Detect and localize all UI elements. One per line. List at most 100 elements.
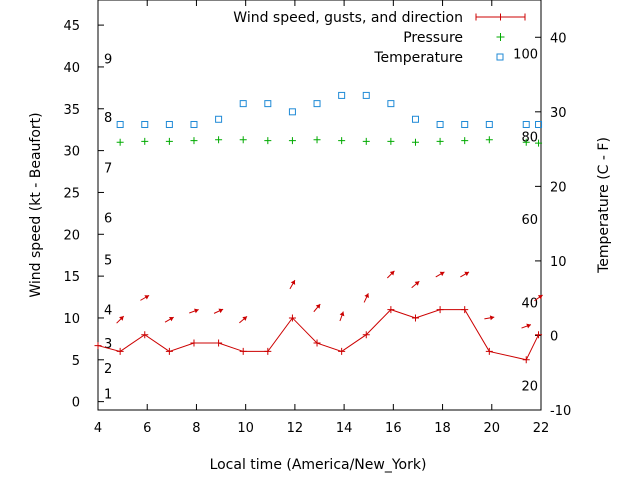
legend-label-temperature: Temperature	[373, 50, 463, 66]
y-left-tick-label: 45	[63, 19, 80, 34]
y-axis-left-label: Wind speed (kt - Beaufort)	[28, 112, 44, 297]
wind-speed-point	[313, 339, 321, 347]
wind-arrow	[460, 271, 470, 278]
temperature-point	[436, 120, 444, 128]
y-left-tick-label: 20	[63, 228, 80, 243]
wind-arrow	[116, 315, 125, 324]
legend-label-wind: Wind speed, gusts, and direction	[233, 10, 463, 26]
legend-label-pressure: Pressure	[403, 30, 463, 46]
wind-arrow-head	[364, 293, 369, 299]
temperature-point	[116, 120, 124, 128]
wind-arrow	[140, 294, 150, 301]
wind-arrow-head	[194, 308, 199, 314]
beaufort-label: 3	[104, 337, 112, 352]
wind-speed-point	[362, 331, 370, 339]
wind-speed-point	[436, 306, 444, 314]
pressure-point	[165, 137, 173, 145]
wind-arrow-head	[315, 304, 321, 309]
fahrenheit-label: 60	[521, 213, 538, 228]
plot-frame	[97, 0, 542, 411]
y-right-tick-label: -10	[550, 404, 571, 419]
pressure-point	[116, 138, 124, 146]
wind-arrow	[435, 271, 445, 278]
pressure-point	[141, 137, 149, 145]
wind-direction-arrows	[116, 270, 543, 329]
wind-speed-point	[522, 356, 530, 364]
temperature-point	[313, 100, 321, 108]
y-left-tick-label: 30	[63, 145, 80, 160]
pressure-point	[522, 138, 530, 146]
x-tick-label: 20	[484, 421, 501, 436]
pressure-point	[239, 136, 247, 144]
temperature-point	[338, 91, 346, 99]
temperature-point	[264, 100, 272, 108]
wind-speed-point	[387, 306, 395, 314]
wind-arrow	[534, 294, 543, 302]
temperature-point	[239, 100, 247, 108]
pressure-point	[288, 137, 296, 145]
legend-swatch-pressure	[496, 33, 505, 41]
wind-speed-point	[411, 314, 419, 322]
wind-speed-point	[239, 347, 247, 355]
temperature-point	[535, 120, 543, 128]
beaufort-scale: 1 2 3 4 5 6 7 8 9	[104, 53, 112, 403]
y-left-tick-label: 25	[63, 186, 80, 201]
beaufort-label: 8	[104, 111, 112, 126]
pressure-point	[411, 138, 419, 146]
wind-arrow	[239, 316, 248, 324]
beaufort-label: 4	[104, 304, 112, 319]
x-tick-label: 22	[533, 421, 550, 436]
y-left-tick-label: 35	[63, 103, 80, 118]
wind-arrow-head	[168, 316, 174, 322]
wind-arrow-head	[464, 271, 470, 277]
pressure-point	[535, 139, 543, 147]
axis-ticks: 4 6 8 10 12 14 16 18 20 22051015202530354045-1001…	[63, 0, 571, 436]
beaufort-label: 6	[104, 212, 112, 227]
wind-arrow-head	[218, 308, 224, 314]
pressure-point	[190, 137, 198, 145]
y-right-tick-label: 20	[550, 180, 567, 195]
wind-arrow	[313, 303, 321, 313]
temperature-point	[387, 100, 395, 108]
wind-arrow-head	[242, 316, 248, 321]
pressure-point	[338, 137, 346, 145]
y-left-tick-label: 0	[72, 396, 80, 411]
temperature-point	[522, 120, 530, 128]
y-axis-right-label: Temperature (C - F)	[596, 137, 612, 274]
y-right-tick-label: 30	[550, 106, 567, 121]
wind-speed-point	[461, 306, 469, 314]
wind-speed-point	[190, 339, 198, 347]
x-tick-label: 8	[192, 421, 200, 436]
wind-arrow	[213, 308, 224, 314]
x-axis-label: Local time (America/New_York)	[210, 457, 427, 473]
fahrenheit-label: 40	[521, 297, 538, 312]
wind-speed-line	[97, 309, 539, 361]
y-left-tick-label: 10	[63, 312, 80, 327]
wind-arrow	[411, 280, 420, 289]
pressure-point	[461, 137, 469, 145]
y-left-tick-label: 40	[63, 61, 80, 76]
x-tick-label: 10	[237, 421, 254, 436]
wind-arrow-head	[414, 281, 420, 286]
wind-arrow-head	[290, 280, 296, 285]
beaufort-label: 5	[104, 253, 112, 268]
temperature-point	[362, 91, 370, 99]
wind-arrow	[189, 308, 199, 314]
y-left-tick-label: 15	[63, 270, 80, 285]
wind-arrow	[289, 279, 296, 290]
temperature-point	[165, 120, 173, 128]
wind-speed-point	[264, 347, 272, 355]
legend-swatch-temperature	[496, 53, 504, 61]
pressure-point	[313, 136, 321, 144]
pressure-point	[485, 136, 493, 144]
x-tick-label: 16	[385, 421, 402, 436]
fahrenheit-scale: 20 40 60 80 100	[513, 48, 538, 395]
wind-arrow-head	[439, 271, 445, 277]
wind-speed-point	[485, 347, 493, 355]
wind-speed-point	[94, 342, 102, 350]
pressure-point	[436, 137, 444, 145]
series-layer	[94, 91, 543, 364]
temperature-point	[215, 115, 223, 123]
wind-arrow	[164, 316, 174, 323]
